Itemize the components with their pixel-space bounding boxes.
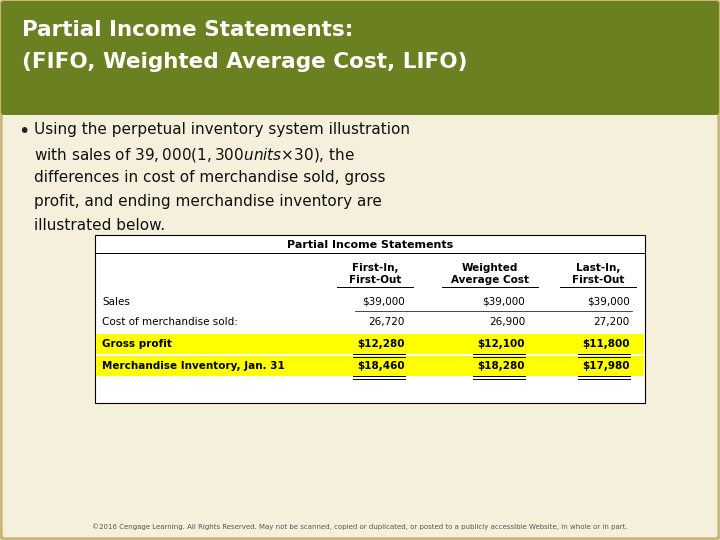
Text: Average Cost: Average Cost [451,275,529,285]
Text: Partial Income Statements:: Partial Income Statements: [22,20,354,40]
Bar [96,334,644,354]
Bar [96,356,644,376]
Text: •: • [18,122,30,141]
Text: profit, and ending merchandise inventory are: profit, and ending merchandise inventory… [34,194,382,209]
Text: $12,100: $12,100 [477,339,525,349]
Text: Gross profit: Gross profit [102,339,172,349]
Text: with sales of $39,000 (1,300 units × $30), the: with sales of $39,000 (1,300 units × $30… [34,146,355,164]
Text: differences in cost of merchandise sold, gross: differences in cost of merchandise sold,… [34,170,385,185]
Text: 26,900: 26,900 [489,317,525,327]
Text: illustrated below.: illustrated below. [34,218,165,233]
Text: 27,200: 27,200 [594,317,630,327]
Text: Partial Income Statements: Partial Income Statements [287,240,453,250]
Text: $11,800: $11,800 [582,339,630,349]
Text: ©2016 Cengage Learning. All Rights Reserved. May not be scanned, copied or dupli: ©2016 Cengage Learning. All Rights Reser… [92,523,628,530]
Text: Using the perpetual inventory system illustration: Using the perpetual inventory system ill… [34,122,410,137]
Text: Sales: Sales [102,297,130,307]
Text: First-Out: First-Out [572,275,624,285]
Bar [95,235,645,403]
Text: $18,280: $18,280 [477,361,525,371]
Text: $17,980: $17,980 [582,361,630,371]
Text: Last-In,: Last-In, [576,263,620,273]
Text: $39,000: $39,000 [482,297,525,307]
FancyBboxPatch shape [1,1,719,115]
Text: 26,720: 26,720 [369,317,405,327]
Text: $39,000: $39,000 [588,297,630,307]
Text: (FIFO, Weighted Average Cost, LIFO): (FIFO, Weighted Average Cost, LIFO) [22,52,467,72]
Text: Cost of merchandise sold:: Cost of merchandise sold: [102,317,238,327]
Text: First-In,: First-In, [352,263,398,273]
Text: First-Out: First-Out [348,275,401,285]
Text: $18,460: $18,460 [357,361,405,371]
Text: Weighted: Weighted [462,263,518,273]
Text: Merchandise Inventory, Jan. 31: Merchandise Inventory, Jan. 31 [102,361,284,371]
Text: $39,000: $39,000 [362,297,405,307]
Text: $12,280: $12,280 [358,339,405,349]
